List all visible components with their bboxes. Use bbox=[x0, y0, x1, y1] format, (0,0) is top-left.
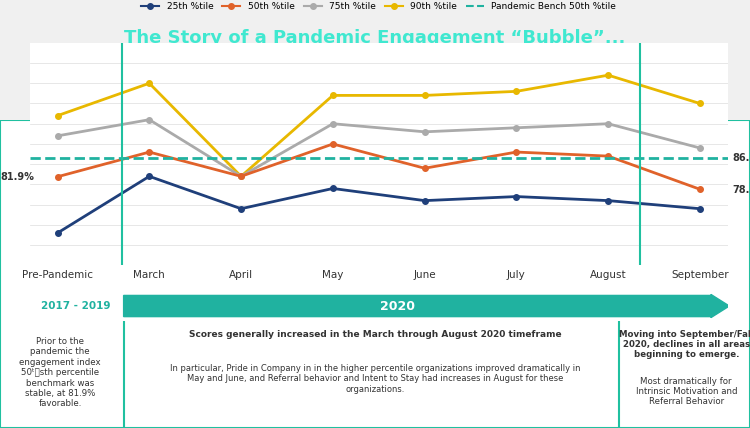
Text: and return to “: and return to “ bbox=[117, 84, 270, 102]
Text: March: March bbox=[134, 270, 165, 280]
Text: ”: ” bbox=[379, 84, 391, 102]
Text: Most dramatically for
Intrinsic Motivation and
Referral Behavior: Most dramatically for Intrinsic Motivati… bbox=[635, 377, 737, 407]
Text: September: September bbox=[671, 270, 729, 280]
Text: Scores generally increased in the March through August 2020 timeframe: Scores generally increased in the March … bbox=[189, 330, 561, 339]
Text: 81.9%: 81.9% bbox=[1, 172, 34, 182]
Text: August: August bbox=[590, 270, 626, 280]
Text: 86.5%: 86.5% bbox=[732, 153, 750, 163]
Text: 78.8%: 78.8% bbox=[732, 185, 750, 196]
Text: normal: normal bbox=[270, 84, 341, 102]
FancyArrow shape bbox=[124, 294, 729, 318]
Text: 2017 - 2019: 2017 - 2019 bbox=[41, 301, 111, 311]
Text: Moving into September/Fall
2020, declines in all areas
beginning to emerge.: Moving into September/Fall 2020, decline… bbox=[619, 330, 750, 360]
Text: July: July bbox=[507, 270, 526, 280]
Text: and return to “: and return to “ bbox=[0, 427, 1, 428]
Text: June: June bbox=[413, 270, 436, 280]
Text: Pre-Pandemic: Pre-Pandemic bbox=[22, 270, 93, 280]
Legend: 25th %tile, 50th %tile, 75th %tile, 90th %tile, Pandemic Bench 50th %tile: 25th %tile, 50th %tile, 75th %tile, 90th… bbox=[138, 0, 620, 15]
Text: The Story of a Pandemic Engagement “Bubble”...: The Story of a Pandemic Engagement “Bubb… bbox=[0, 427, 1, 428]
Text: Prior to the
pandemic the
engagement index
50ᵗ˾sth percentile
benchmark was
stab: Prior to the pandemic the engagement ind… bbox=[20, 337, 101, 408]
Text: In particular, Pride in Company in in the higher percentile organizations improv: In particular, Pride in Company in in th… bbox=[170, 364, 580, 394]
Text: 2020: 2020 bbox=[380, 300, 415, 312]
Text: April: April bbox=[229, 270, 254, 280]
Text: May: May bbox=[322, 270, 344, 280]
Text: and return to “normal”: and return to “normal” bbox=[0, 427, 1, 428]
Text: The Story of a Pandemic Engagement “Bubble”...: The Story of a Pandemic Engagement “Bubb… bbox=[124, 30, 626, 48]
